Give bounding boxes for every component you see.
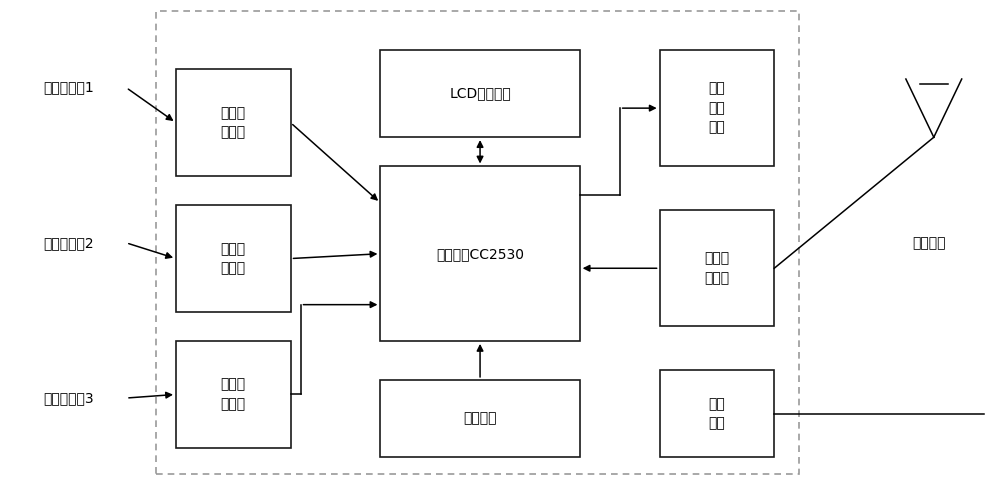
- Text: 微处理器CC2530: 微处理器CC2530: [436, 247, 524, 261]
- Text: 应变传感器3: 应变传感器3: [43, 391, 94, 405]
- Bar: [380, 166, 580, 341]
- Text: 应变传感器1: 应变传感器1: [43, 81, 94, 95]
- Bar: [380, 50, 580, 137]
- Bar: [660, 210, 774, 326]
- Bar: [176, 69, 291, 176]
- Bar: [660, 50, 774, 166]
- Bar: [380, 380, 580, 457]
- Text: 应变传感器2: 应变传感器2: [43, 236, 94, 250]
- Text: LCD显示单元: LCD显示单元: [449, 86, 511, 101]
- Text: 应变变
换电路: 应变变 换电路: [221, 106, 246, 140]
- Text: 应变变
换电路: 应变变 换电路: [221, 378, 246, 411]
- Bar: [176, 205, 291, 312]
- Text: 应变变
换电路: 应变变 换电路: [221, 242, 246, 275]
- Text: 天线匹
配电路: 天线匹 配电路: [704, 251, 729, 285]
- Text: 数据
存储
电路: 数据 存储 电路: [709, 81, 725, 135]
- Bar: [176, 341, 291, 448]
- Text: 电源
电路: 电源 电路: [709, 397, 725, 430]
- Bar: [660, 370, 774, 457]
- Text: 外接电池: 外接电池: [912, 236, 946, 250]
- Text: 按键电路: 按键电路: [463, 412, 497, 426]
- Bar: [156, 11, 799, 474]
